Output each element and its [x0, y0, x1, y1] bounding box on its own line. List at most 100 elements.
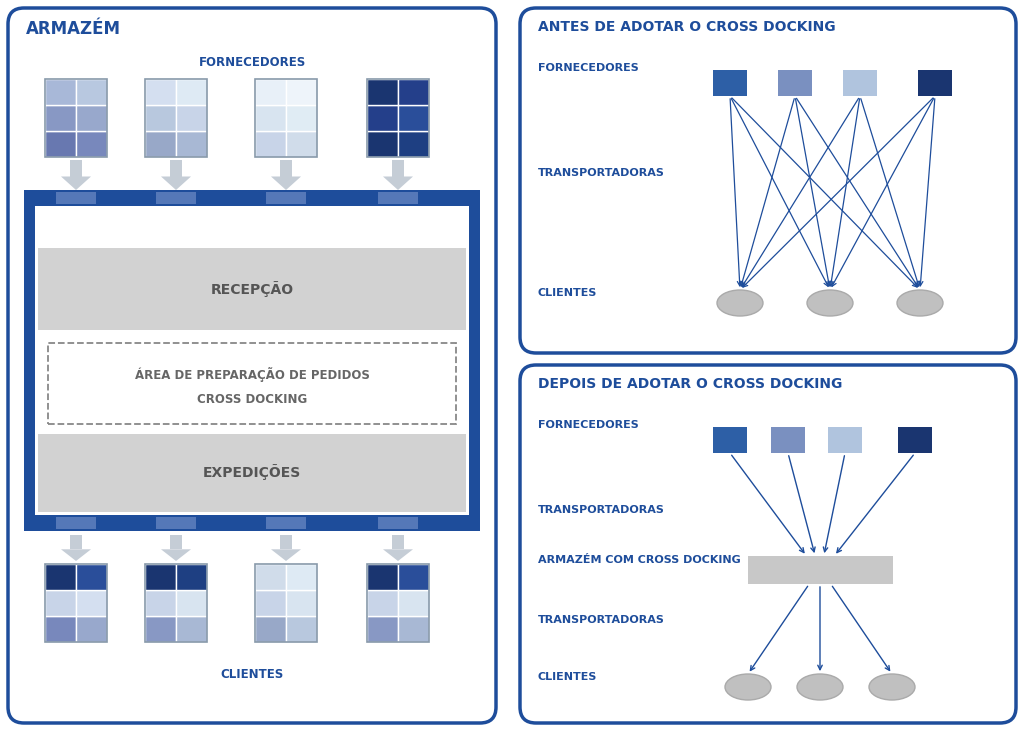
Bar	[156, 517, 196, 529]
Bar	[367, 79, 398, 105]
Text: CLIENTES: CLIENTES	[538, 288, 597, 298]
Ellipse shape	[897, 290, 943, 316]
Bar	[145, 564, 176, 590]
Text: TRANSPORTADORAS: TRANSPORTADORAS	[538, 505, 665, 515]
Bar	[255, 590, 286, 616]
Polygon shape	[61, 549, 91, 561]
Bar	[280, 160, 292, 176]
Bar	[145, 79, 207, 157]
Polygon shape	[161, 176, 191, 190]
Bar	[156, 192, 196, 204]
Bar	[24, 206, 35, 531]
Bar	[255, 616, 286, 642]
Bar	[45, 105, 76, 131]
Bar	[398, 590, 429, 616]
Polygon shape	[271, 176, 301, 190]
Bar	[748, 556, 893, 584]
Bar	[398, 79, 429, 105]
Text: TRANSPORTADORAS: TRANSPORTADORAS	[538, 615, 665, 625]
Bar	[286, 105, 317, 131]
Bar	[76, 79, 106, 105]
Bar	[286, 79, 317, 105]
Bar	[367, 616, 398, 642]
Bar	[145, 590, 176, 616]
Ellipse shape	[797, 674, 843, 700]
Bar	[176, 79, 207, 105]
Bar	[367, 590, 398, 616]
Bar	[771, 427, 805, 453]
FancyBboxPatch shape	[520, 8, 1016, 353]
Bar	[367, 105, 398, 131]
Bar	[176, 131, 207, 157]
Text: EXPEDIÇÕES: EXPEDIÇÕES	[203, 464, 301, 480]
Bar	[255, 564, 286, 590]
Bar	[713, 70, 746, 96]
Bar	[778, 70, 812, 96]
Bar	[145, 564, 207, 642]
Bar	[76, 616, 106, 642]
Text: CLIENTES: CLIENTES	[538, 672, 597, 682]
Bar	[176, 590, 207, 616]
Bar	[76, 564, 106, 590]
Text: FORNECEDORES: FORNECEDORES	[199, 56, 305, 69]
Text: TRANSPORTADORAS: TRANSPORTADORAS	[538, 168, 665, 178]
Bar	[286, 590, 317, 616]
Bar	[145, 79, 176, 105]
Polygon shape	[271, 549, 301, 561]
Polygon shape	[383, 176, 413, 190]
Polygon shape	[383, 549, 413, 561]
Bar	[45, 564, 106, 642]
FancyBboxPatch shape	[520, 365, 1016, 723]
Bar	[38, 249, 466, 330]
Bar	[24, 515, 480, 531]
Bar	[469, 206, 480, 531]
Ellipse shape	[717, 290, 763, 316]
Text: ÁREA DE PREPARAÇÃO DE PEDIDOS: ÁREA DE PREPARAÇÃO DE PEDIDOS	[134, 368, 370, 382]
Ellipse shape	[869, 674, 915, 700]
Ellipse shape	[725, 674, 771, 700]
Text: ARMAZÉM COM CROSS DOCKING: ARMAZÉM COM CROSS DOCKING	[538, 555, 740, 565]
Text: ANTES DE ADOTAR O CROSS DOCKING: ANTES DE ADOTAR O CROSS DOCKING	[538, 20, 836, 34]
Bar	[70, 160, 82, 176]
Bar	[145, 105, 176, 131]
Bar	[255, 564, 317, 642]
Bar	[70, 535, 82, 549]
Bar	[38, 433, 466, 512]
FancyBboxPatch shape	[8, 8, 496, 723]
Bar	[367, 79, 429, 157]
Bar	[392, 160, 404, 176]
Bar	[255, 105, 286, 131]
Bar	[176, 564, 207, 590]
Bar	[170, 535, 182, 549]
Bar	[76, 105, 106, 131]
Bar	[280, 535, 292, 549]
Text: ARMAZÉM: ARMAZÉM	[26, 20, 121, 38]
Bar	[45, 79, 106, 157]
Bar	[145, 616, 176, 642]
Bar	[398, 105, 429, 131]
Bar	[176, 105, 207, 131]
Text: FORNECEDORES: FORNECEDORES	[538, 63, 639, 73]
Bar	[367, 131, 398, 157]
Ellipse shape	[807, 290, 853, 316]
Bar	[45, 590, 76, 616]
Bar	[828, 427, 862, 453]
Text: RECEPÇÃO: RECEPÇÃO	[211, 281, 294, 297]
Bar	[392, 535, 404, 549]
Bar	[843, 70, 877, 96]
Bar	[176, 616, 207, 642]
Bar	[286, 564, 317, 590]
Bar	[45, 131, 76, 157]
Bar	[255, 79, 317, 157]
Bar	[48, 343, 456, 424]
Bar	[367, 564, 398, 590]
Bar	[76, 131, 106, 157]
Bar	[398, 616, 429, 642]
Text: FORNECEDORES: FORNECEDORES	[538, 420, 639, 430]
Bar	[145, 131, 176, 157]
Bar	[45, 564, 76, 590]
Bar	[45, 79, 76, 105]
Polygon shape	[161, 549, 191, 561]
Text: CROSS DOCKING: CROSS DOCKING	[197, 393, 307, 406]
Bar	[378, 517, 418, 529]
